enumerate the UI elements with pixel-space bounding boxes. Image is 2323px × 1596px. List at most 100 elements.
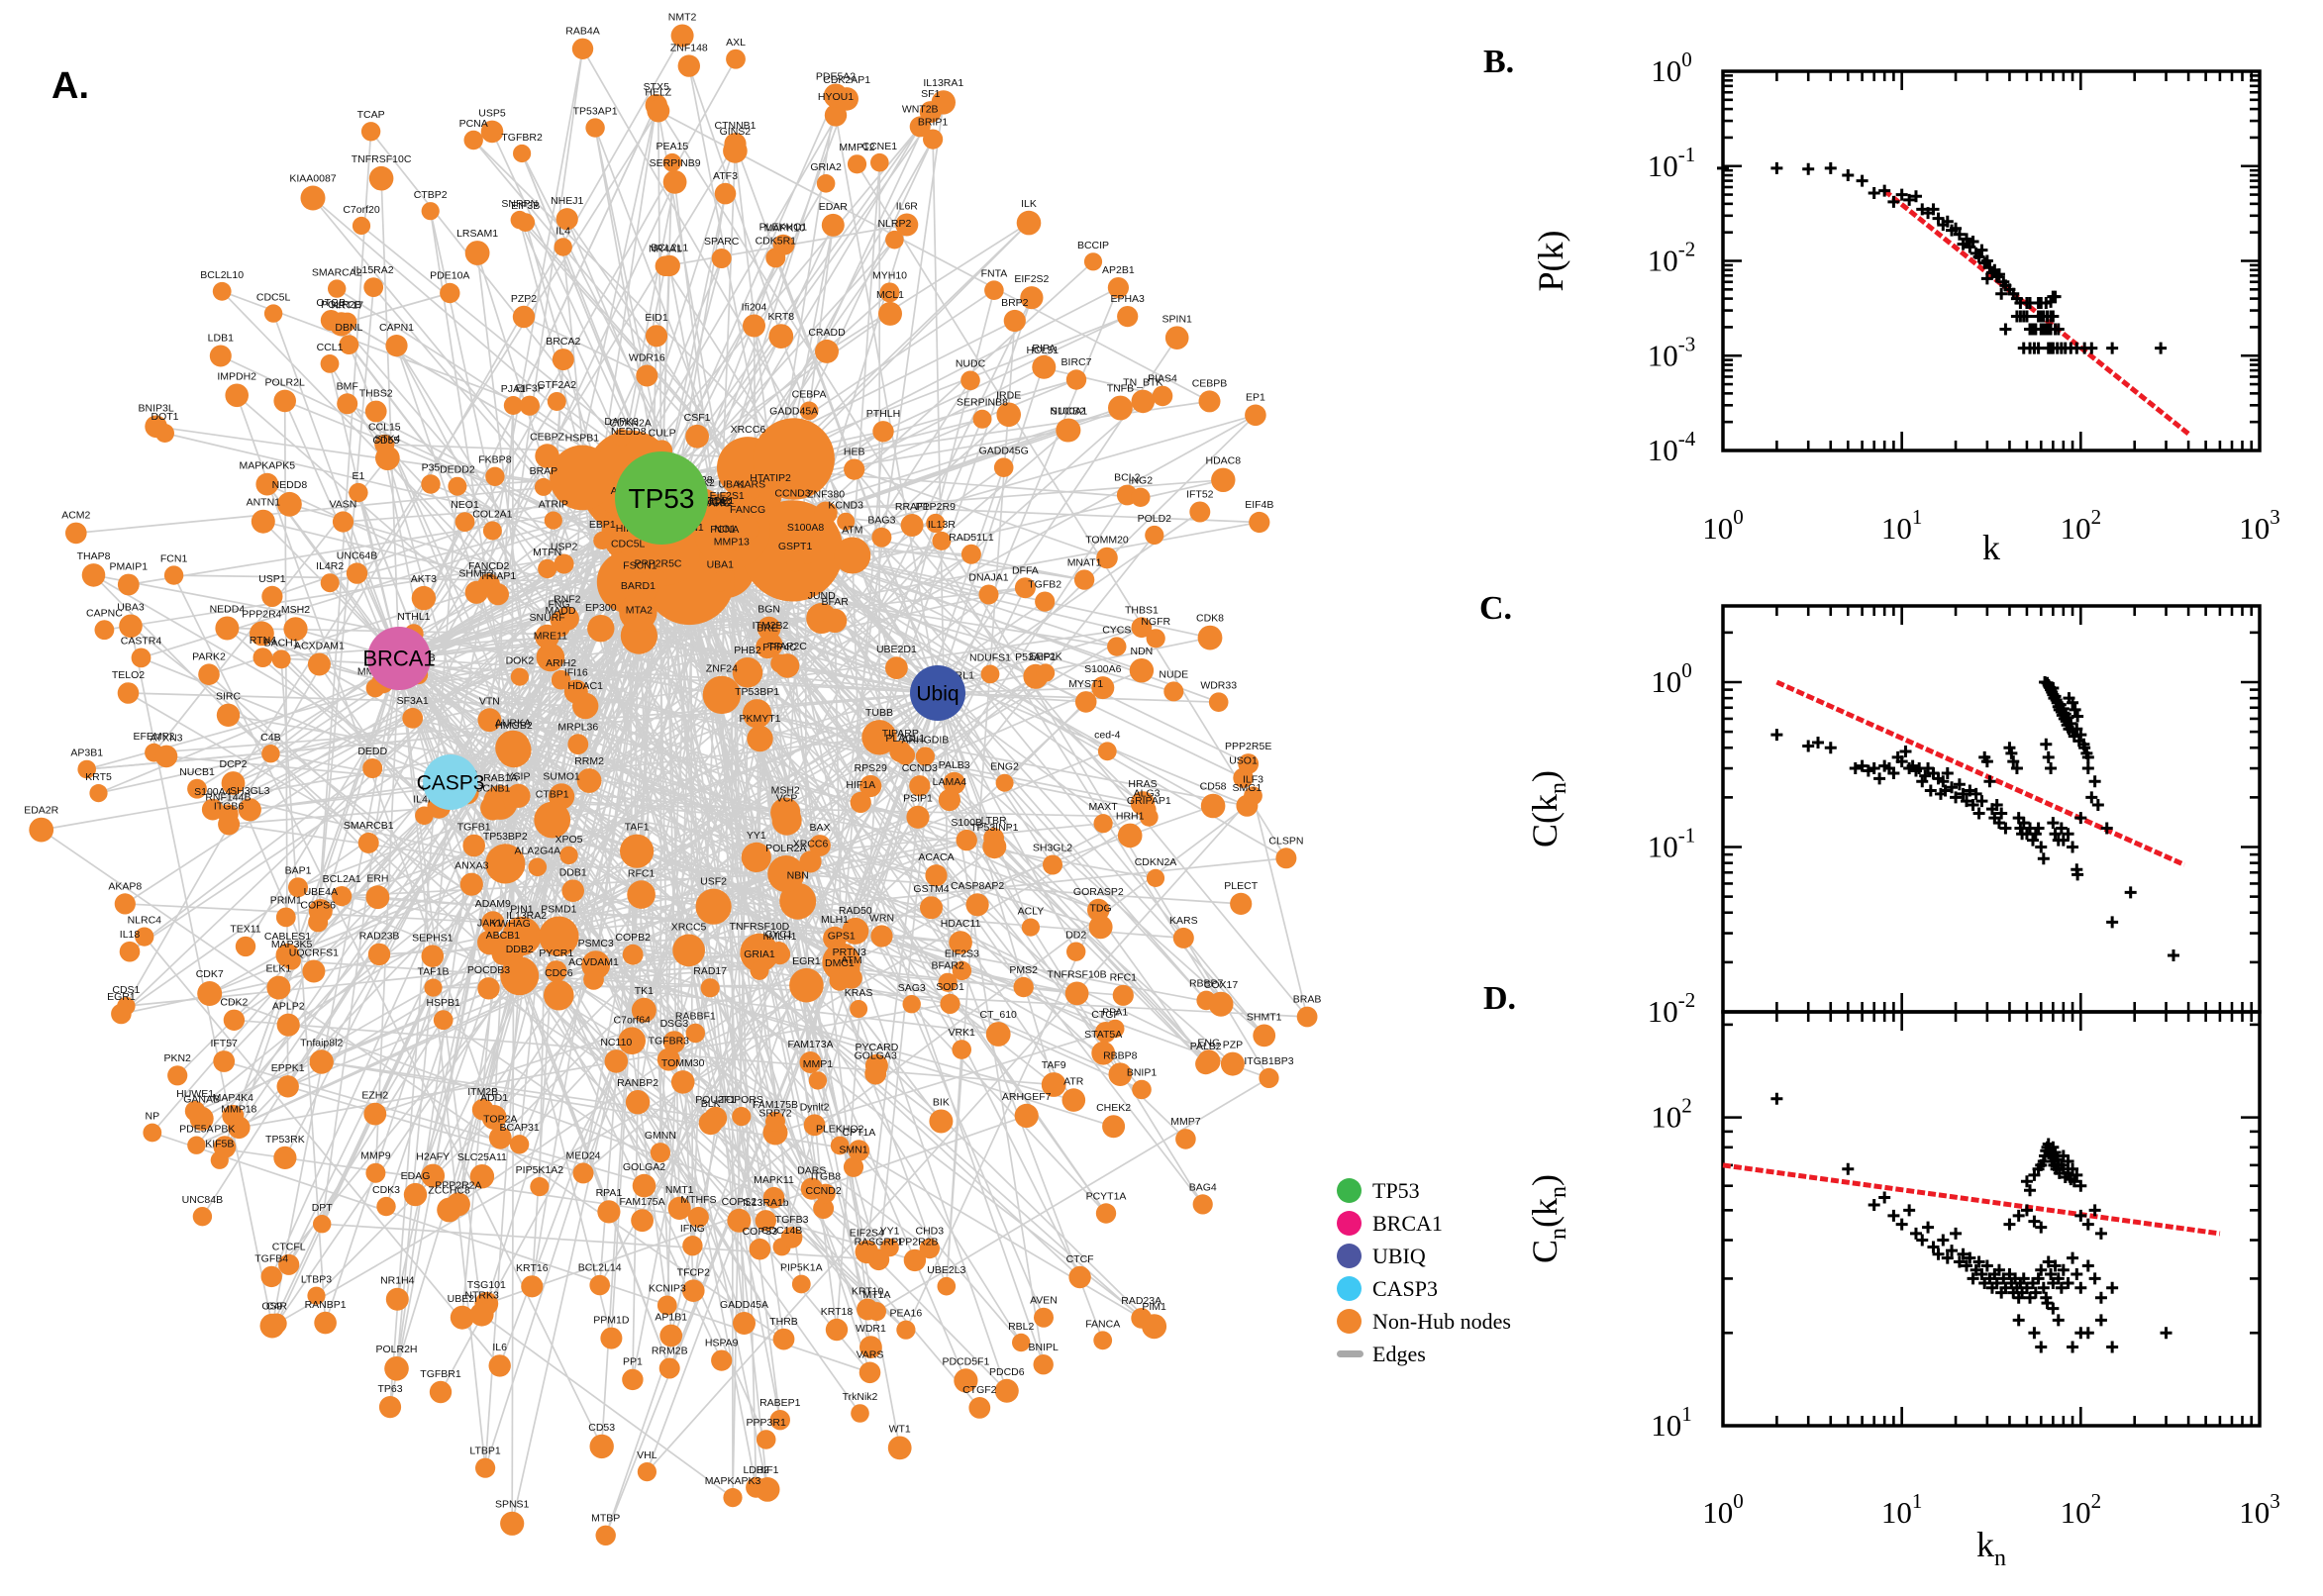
legend-item-tp53: TP53 <box>1337 1174 1511 1207</box>
data-point <box>2091 798 2104 811</box>
network-node <box>861 720 897 755</box>
network-node <box>887 1436 912 1460</box>
scatter-points <box>1770 675 2180 961</box>
network-nodes <box>29 24 1318 1546</box>
legend-item-label: Non-Hub nodes <box>1372 1308 1511 1334</box>
data-point <box>1899 745 1912 757</box>
network-edge <box>637 611 921 787</box>
network-node <box>587 615 615 643</box>
data-point <box>2081 1218 2094 1231</box>
data-point <box>1770 1092 1783 1105</box>
network-node <box>1061 1088 1086 1112</box>
network-edge <box>784 418 983 875</box>
network-node <box>495 730 531 766</box>
network-edge <box>660 497 1210 1062</box>
brca1-swatch-icon <box>1337 1211 1362 1236</box>
edge-swatch-icon <box>1337 1350 1364 1357</box>
network-edge <box>840 586 1027 963</box>
network-edge <box>286 692 939 1088</box>
data-point <box>1972 807 1985 820</box>
network-node <box>799 401 819 421</box>
network-edge <box>937 366 1044 694</box>
network-edge <box>448 930 857 1211</box>
data-point <box>2040 738 2053 750</box>
network-edge <box>233 1019 1056 1086</box>
network-edge <box>937 692 1207 1065</box>
network-edge <box>348 344 943 1123</box>
network-node <box>747 725 773 752</box>
network-node <box>480 795 506 821</box>
nonhub-swatch-icon <box>1337 1309 1362 1334</box>
data-point <box>2106 1341 2119 1353</box>
data-point <box>2037 852 2050 865</box>
network-edge <box>130 625 273 1327</box>
network-edge <box>808 224 835 412</box>
x-axis-title: kn​ <box>1976 1525 2006 1571</box>
network-edge <box>924 626 1143 757</box>
network-edge <box>518 960 843 977</box>
network-node <box>772 1328 795 1350</box>
network-edge <box>40 829 785 1341</box>
network-edge <box>510 946 1143 1320</box>
network-node <box>919 1238 940 1259</box>
network-edge <box>320 1060 717 1120</box>
x-tick-label: 102 <box>2061 505 2102 546</box>
network-node <box>378 1396 402 1419</box>
data-point <box>2160 1327 2172 1340</box>
network-edge <box>594 127 813 1190</box>
network-node <box>552 349 574 371</box>
network-node <box>625 1090 651 1115</box>
network-node <box>771 805 802 836</box>
network-edge <box>784 872 1243 905</box>
network-edge <box>395 781 452 1370</box>
network-edge <box>127 692 587 707</box>
y-tick-label: 10-2 <box>1648 238 1696 278</box>
ubiq-swatch-icon <box>1337 1244 1362 1268</box>
network-edge <box>758 400 1145 740</box>
legend-item-label: CASP3 <box>1372 1275 1439 1301</box>
network-node <box>732 657 763 688</box>
network-edge <box>208 992 775 1199</box>
network-edge <box>560 795 690 951</box>
network-edge <box>836 736 880 1331</box>
network-edge <box>854 930 1117 1030</box>
network-edge <box>512 580 630 749</box>
network-edge <box>450 781 643 896</box>
network-edge <box>629 126 922 475</box>
network-edge <box>758 951 793 1239</box>
network-edge <box>200 935 523 1120</box>
network-edge <box>599 627 787 875</box>
y-tick-label: 10-2 <box>1648 988 1696 1029</box>
network-node <box>273 389 297 413</box>
y-tick-label: 10-1 <box>1648 143 1696 183</box>
network-node <box>363 1102 387 1126</box>
network-node <box>834 537 871 574</box>
network-edge <box>584 705 788 822</box>
network-edge <box>646 794 1255 1473</box>
network-edge <box>511 466 750 1525</box>
network-node <box>749 1238 771 1260</box>
network-edge <box>937 692 1077 953</box>
network-edge <box>805 984 1156 1328</box>
network-node <box>993 457 1014 478</box>
network-edge <box>238 1003 952 1129</box>
legend-item-label: Edges <box>1372 1341 1426 1366</box>
network-node <box>727 1208 752 1233</box>
network-edge <box>719 547 843 963</box>
data-point <box>2081 762 2094 775</box>
axis-ticks <box>1721 1012 2262 1428</box>
y-tick-label: 100 <box>1651 48 1692 88</box>
data-point <box>2085 791 2098 804</box>
data-point <box>1868 1199 1880 1212</box>
data-point <box>2094 1227 2107 1240</box>
network-edge <box>521 935 861 1415</box>
network-node <box>572 1162 594 1184</box>
data-point <box>2042 750 2055 763</box>
network-edge <box>120 781 452 1015</box>
data-point <box>2052 1314 2065 1327</box>
x-tick-label: 101 <box>1881 1489 1923 1530</box>
data-point <box>2074 1281 2087 1294</box>
data-point <box>2081 1327 2094 1340</box>
network-node <box>741 842 771 873</box>
network-node <box>550 445 615 511</box>
